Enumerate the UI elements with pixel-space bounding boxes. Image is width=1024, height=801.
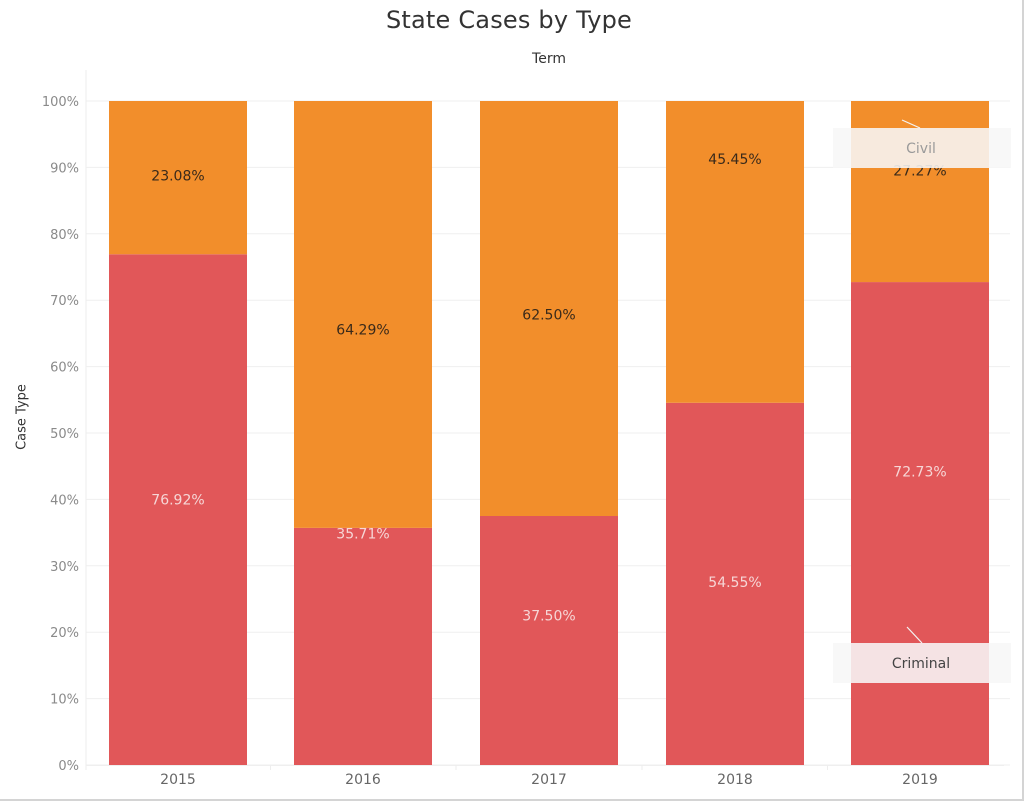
data-label: 62.50%: [522, 308, 575, 324]
y-tick-label: 60%: [50, 361, 79, 376]
x-tick-label: 2016: [345, 772, 381, 788]
bar-segment-criminal-2019: [851, 282, 989, 765]
x-tick-label: 2019: [902, 772, 938, 788]
annotation-box: [833, 643, 1011, 683]
y-tick-label: 0%: [58, 759, 79, 774]
data-label: 23.08%: [151, 169, 204, 185]
y-tick-label: 80%: [50, 228, 79, 243]
bar-segment-criminal-2017: [480, 516, 618, 765]
bar-segment-criminal-2016: [294, 527, 432, 765]
data-label: 64.29%: [336, 322, 389, 338]
annotation-pointer: [901, 119, 921, 129]
annotation-pointer: [906, 626, 923, 644]
y-tick-label: 90%: [50, 161, 79, 176]
data-label: 35.71%: [336, 526, 389, 542]
data-label: 45.45%: [708, 152, 761, 168]
y-tick-label: 20%: [50, 626, 79, 641]
bar-segment-criminal-2015: [109, 254, 247, 765]
bar-segment-civil-2017: [480, 101, 618, 516]
y-tick-label: 50%: [50, 427, 79, 442]
data-label: 72.73%: [893, 465, 946, 481]
bars: [109, 101, 989, 765]
bar-segment-civil-2016: [294, 101, 432, 528]
annotation-label: Criminal: [892, 656, 950, 672]
y-tick-label: 40%: [50, 493, 79, 508]
x-tick-label: 2017: [531, 772, 567, 788]
annotation-box: [833, 128, 1011, 168]
bar-segment-civil-2018: [666, 101, 804, 403]
y-tick-label: 100%: [42, 95, 79, 110]
y-tick-label: 10%: [50, 693, 79, 708]
data-label: 76.92%: [151, 493, 204, 509]
data-label: 54.55%: [708, 575, 761, 591]
annotations: Civil Criminal: [833, 119, 1011, 683]
axes: 0% 10% 20% 30% 40% 50% 60% 70% 80% 90% 100% 2015 201…: [42, 70, 1004, 788]
y-tick-label: 30%: [50, 560, 79, 575]
bar-segment-criminal-2018: [666, 402, 804, 765]
x-tick-label: 2018: [717, 772, 753, 788]
data-label: 37.50%: [522, 609, 575, 625]
y-tick-label: 70%: [50, 294, 79, 309]
x-tick-label: 2015: [160, 772, 196, 788]
chart-title: State Cases by Type: [385, 6, 632, 34]
column-header-term: Term: [532, 51, 566, 67]
annotation-label: Civil: [906, 141, 936, 157]
bar-segment-civil-2015: [109, 101, 247, 255]
